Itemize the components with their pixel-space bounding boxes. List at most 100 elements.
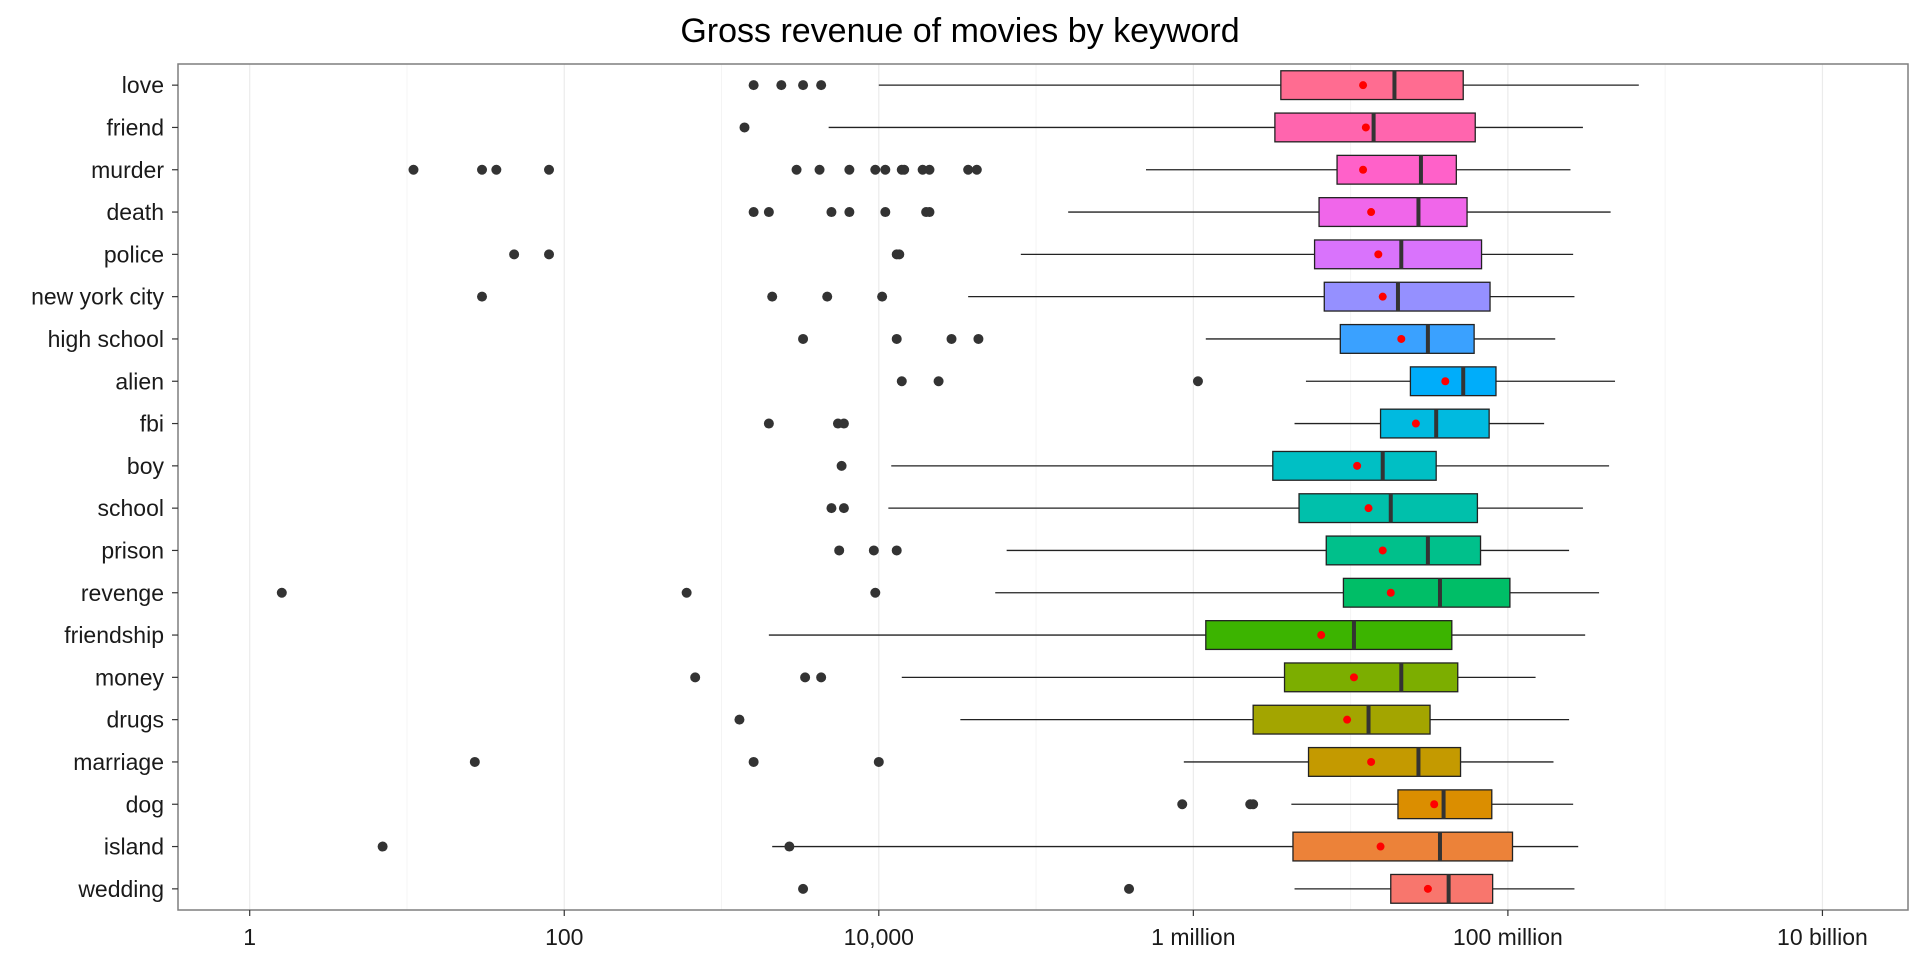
box-alien	[896, 366, 1616, 397]
x-tick-label: 100	[545, 924, 583, 950]
outlier-point	[1248, 799, 1259, 810]
box-death	[748, 197, 1611, 228]
axis-layer: 1 100 10,000 1 million 100 million 10 billion	[243, 910, 1868, 950]
iqr-box	[1339, 323, 1475, 354]
panel-border	[177, 63, 1909, 911]
outlier-point	[748, 80, 759, 91]
category-label: friend	[106, 114, 164, 140]
box-friend	[739, 112, 1583, 143]
mean-point	[1386, 588, 1395, 597]
outlier-point	[734, 714, 745, 725]
iqr-box	[1318, 197, 1468, 228]
outlier-point	[924, 164, 935, 175]
outlier-point	[491, 164, 502, 175]
iqr-box	[1313, 239, 1483, 270]
mean-point	[1343, 715, 1352, 724]
chart-title: Gross revenue of movies by keyword	[680, 12, 1239, 50]
iqr-box	[1205, 620, 1453, 651]
outlier-point	[894, 249, 905, 260]
outlier-point	[822, 291, 833, 302]
mean-point	[1353, 461, 1362, 470]
mean-point	[1359, 165, 1368, 174]
outlier-point	[826, 207, 837, 218]
category-label: murder	[91, 157, 164, 183]
mean-point	[1441, 377, 1450, 386]
box-school	[826, 493, 1583, 524]
box-murder	[408, 154, 1571, 185]
outlier-point	[917, 164, 928, 175]
outlier-point	[276, 587, 287, 598]
outlier-point	[477, 164, 488, 175]
iqr-box	[1336, 154, 1457, 185]
outlier-point	[838, 418, 849, 429]
box-layer	[276, 70, 1639, 904]
iqr-box	[1342, 577, 1511, 608]
outlier-point	[880, 207, 891, 218]
outlier-point	[1124, 883, 1135, 894]
mean-point	[1367, 757, 1376, 766]
outlier-point	[544, 249, 555, 260]
mean-point	[1349, 673, 1358, 682]
iqr-box	[1325, 535, 1482, 566]
mean-point	[1411, 419, 1420, 428]
box-friendship	[768, 620, 1586, 651]
box-marriage	[469, 746, 1554, 777]
outlier-point	[891, 333, 902, 344]
category-label: revenge	[81, 580, 164, 606]
outlier-point	[844, 207, 855, 218]
outlier-point	[377, 841, 388, 852]
outlier-point	[816, 672, 827, 683]
box-island	[377, 831, 1579, 862]
mean-point	[1378, 292, 1387, 301]
outlier-point	[544, 164, 555, 175]
category-label: new york city	[31, 284, 164, 310]
outlier-point	[870, 164, 881, 175]
box-dog	[1177, 789, 1574, 820]
iqr-box	[1252, 704, 1431, 735]
mean-point	[1364, 504, 1373, 513]
outlier-point	[814, 164, 825, 175]
box-police	[509, 239, 1574, 270]
outlier-point	[844, 164, 855, 175]
category-label: drugs	[106, 707, 164, 733]
category-label: dog	[126, 791, 164, 817]
outlier-point	[776, 80, 787, 91]
outlier-point	[816, 80, 827, 91]
outlier-point	[877, 291, 888, 302]
outlier-point	[681, 587, 692, 598]
category-label: death	[106, 199, 164, 225]
outlier-point	[748, 207, 759, 218]
outlier-point	[690, 672, 701, 683]
outlier-point	[946, 333, 957, 344]
category-label: boy	[127, 453, 165, 479]
category-label: police	[104, 241, 164, 267]
outlier-point	[748, 756, 759, 767]
mean-point	[1367, 208, 1376, 217]
box-new-york-city	[477, 281, 1575, 312]
outlier-point	[924, 207, 935, 218]
outlier-point	[509, 249, 520, 260]
box-prison	[834, 535, 1570, 566]
category-label: marriage	[73, 749, 164, 775]
outlier-point	[963, 164, 974, 175]
outlier-point	[469, 756, 480, 767]
outlier-point	[798, 80, 809, 91]
outlier-point	[1192, 376, 1203, 387]
iqr-box	[1323, 281, 1491, 312]
mean-point	[1430, 800, 1439, 809]
box-fbi	[763, 408, 1545, 439]
outlier-point	[798, 883, 809, 894]
category-label: alien	[115, 368, 164, 394]
outlier-point	[826, 503, 837, 514]
mean-point	[1378, 546, 1387, 555]
outlier-point	[880, 164, 891, 175]
outlier-point	[973, 333, 984, 344]
box-wedding	[798, 873, 1575, 904]
outlier-point	[873, 756, 884, 767]
iqr-box	[1280, 70, 1464, 101]
category-label: wedding	[77, 876, 164, 902]
mean-point	[1374, 250, 1383, 259]
x-tick-label: 10,000	[844, 924, 914, 950]
